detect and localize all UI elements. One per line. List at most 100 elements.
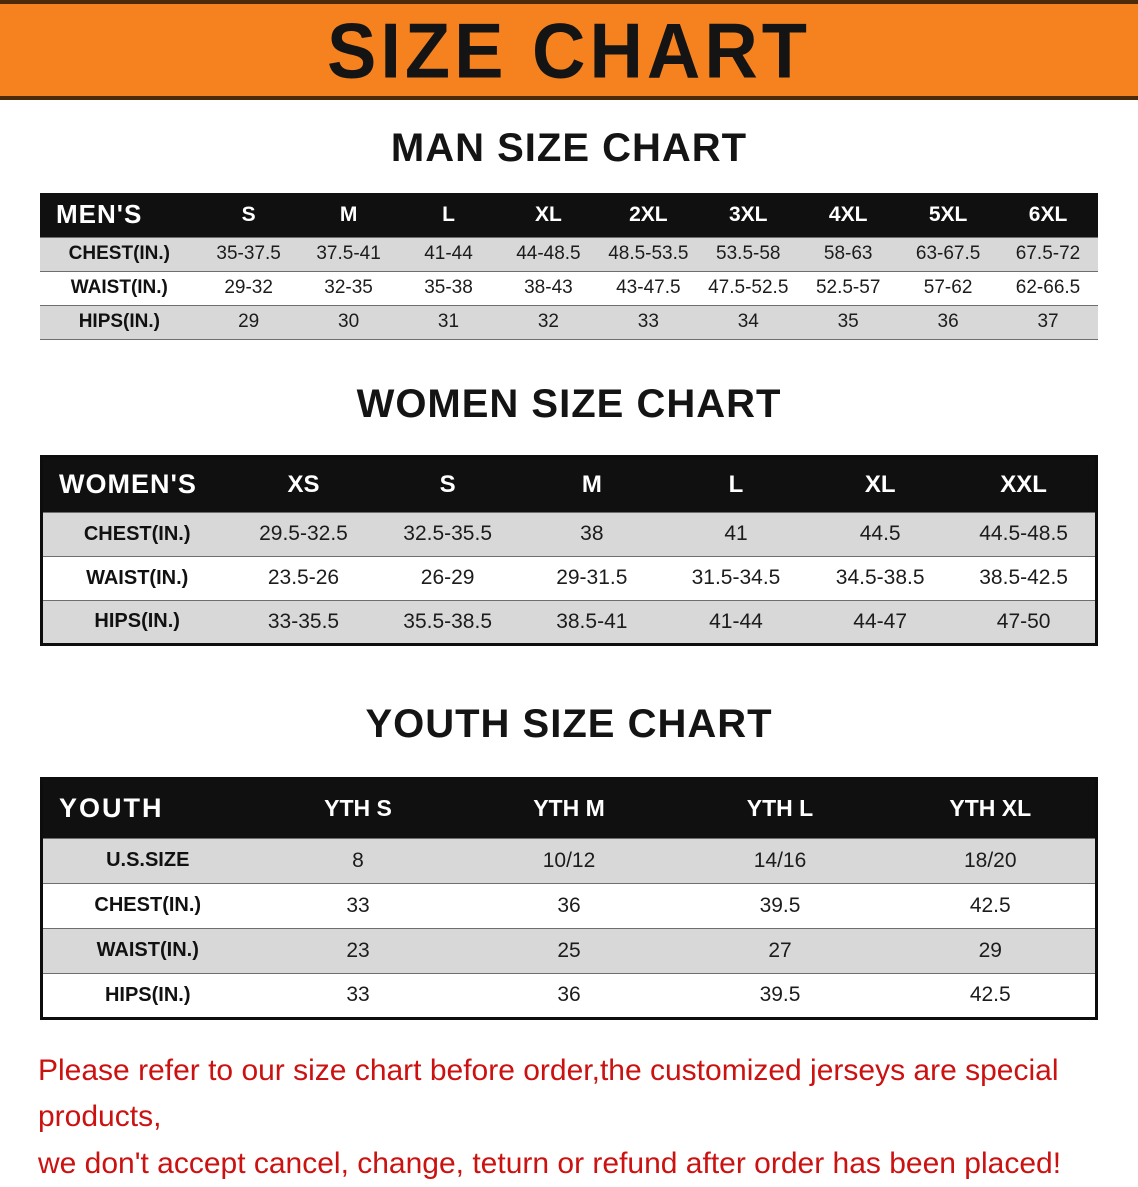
size-column-header: 2XL bbox=[598, 193, 698, 237]
value-cell: 41 bbox=[664, 512, 808, 556]
value-cell: 44.5-48.5 bbox=[952, 512, 1096, 556]
value-cell: 34.5-38.5 bbox=[808, 556, 952, 600]
row-label: HIPS(IN.) bbox=[42, 600, 232, 644]
value-cell: 29-32 bbox=[199, 271, 299, 305]
size-column-header: YTH S bbox=[253, 778, 464, 838]
row-label: U.S.SIZE bbox=[42, 838, 253, 883]
size-column-header: 5XL bbox=[898, 193, 998, 237]
row-label: CHEST(IN.) bbox=[42, 883, 253, 928]
size-column-header: 3XL bbox=[698, 193, 798, 237]
value-cell: 35-38 bbox=[399, 271, 499, 305]
size-column-header: S bbox=[376, 456, 520, 512]
size-column-header: L bbox=[664, 456, 808, 512]
value-cell: 8 bbox=[253, 838, 464, 883]
value-cell: 33 bbox=[253, 973, 464, 1018]
size-column-header: M bbox=[299, 193, 399, 237]
size-column-header: 6XL bbox=[998, 193, 1098, 237]
value-cell: 38.5-42.5 bbox=[952, 556, 1096, 600]
value-cell: 38.5-41 bbox=[520, 600, 664, 644]
value-cell: 23 bbox=[253, 928, 464, 973]
value-cell: 29-31.5 bbox=[520, 556, 664, 600]
value-cell: 47.5-52.5 bbox=[698, 271, 798, 305]
value-cell: 38 bbox=[520, 512, 664, 556]
value-cell: 44.5 bbox=[808, 512, 952, 556]
disclaimer-line-1: Please refer to our size chart before or… bbox=[38, 1048, 1100, 1141]
value-cell: 37 bbox=[998, 305, 1098, 339]
row-label: WAIST(IN.) bbox=[42, 556, 232, 600]
value-cell: 18/20 bbox=[886, 838, 1097, 883]
value-cell: 63-67.5 bbox=[898, 237, 998, 271]
table-title-cell: WOMEN'S bbox=[42, 456, 232, 512]
value-cell: 62-66.5 bbox=[998, 271, 1098, 305]
value-cell: 38-43 bbox=[498, 271, 598, 305]
value-cell: 67.5-72 bbox=[998, 237, 1098, 271]
value-cell: 32 bbox=[498, 305, 598, 339]
value-cell: 36 bbox=[898, 305, 998, 339]
value-cell: 32-35 bbox=[299, 271, 399, 305]
disclaimer-text: Please refer to our size chart before or… bbox=[38, 1048, 1100, 1187]
value-cell: 44-48.5 bbox=[498, 237, 598, 271]
size-column-header: XXL bbox=[952, 456, 1096, 512]
value-cell: 41-44 bbox=[664, 600, 808, 644]
row-label: WAIST(IN.) bbox=[42, 928, 253, 973]
value-cell: 33-35.5 bbox=[231, 600, 375, 644]
size-column-header: XL bbox=[498, 193, 598, 237]
value-cell: 48.5-53.5 bbox=[598, 237, 698, 271]
value-cell: 27 bbox=[675, 928, 886, 973]
table-title-cell: YOUTH bbox=[42, 778, 253, 838]
size-chart-banner: SIZE CHART bbox=[0, 0, 1138, 100]
value-cell: 43-47.5 bbox=[598, 271, 698, 305]
disclaimer-line-2: we don't accept cancel, change, teturn o… bbox=[38, 1141, 1100, 1187]
value-cell: 29 bbox=[886, 928, 1097, 973]
size-column-header: YTH XL bbox=[886, 778, 1097, 838]
size-column-header: YTH L bbox=[675, 778, 886, 838]
value-cell: 31.5-34.5 bbox=[664, 556, 808, 600]
value-cell: 33 bbox=[598, 305, 698, 339]
value-cell: 31 bbox=[399, 305, 499, 339]
value-cell: 58-63 bbox=[798, 237, 898, 271]
men-section-heading: MAN SIZE CHART bbox=[0, 126, 1138, 171]
value-cell: 42.5 bbox=[886, 973, 1097, 1018]
value-cell: 29.5-32.5 bbox=[231, 512, 375, 556]
value-cell: 26-29 bbox=[376, 556, 520, 600]
size-column-header: YTH M bbox=[464, 778, 675, 838]
row-label: WAIST(IN.) bbox=[40, 271, 199, 305]
value-cell: 39.5 bbox=[675, 973, 886, 1018]
size-column-header: XL bbox=[808, 456, 952, 512]
value-cell: 14/16 bbox=[675, 838, 886, 883]
value-cell: 32.5-35.5 bbox=[376, 512, 520, 556]
row-label: HIPS(IN.) bbox=[40, 305, 199, 339]
value-cell: 41-44 bbox=[399, 237, 499, 271]
row-label: CHEST(IN.) bbox=[42, 512, 232, 556]
value-cell: 57-62 bbox=[898, 271, 998, 305]
value-cell: 29 bbox=[199, 305, 299, 339]
value-cell: 37.5-41 bbox=[299, 237, 399, 271]
value-cell: 39.5 bbox=[675, 883, 886, 928]
value-cell: 33 bbox=[253, 883, 464, 928]
value-cell: 25 bbox=[464, 928, 675, 973]
value-cell: 34 bbox=[698, 305, 798, 339]
value-cell: 53.5-58 bbox=[698, 237, 798, 271]
value-cell: 35 bbox=[798, 305, 898, 339]
table-title-cell: MEN'S bbox=[40, 193, 199, 237]
youth-section-heading: YOUTH SIZE CHART bbox=[0, 702, 1138, 747]
value-cell: 35.5-38.5 bbox=[376, 600, 520, 644]
value-cell: 35-37.5 bbox=[199, 237, 299, 271]
